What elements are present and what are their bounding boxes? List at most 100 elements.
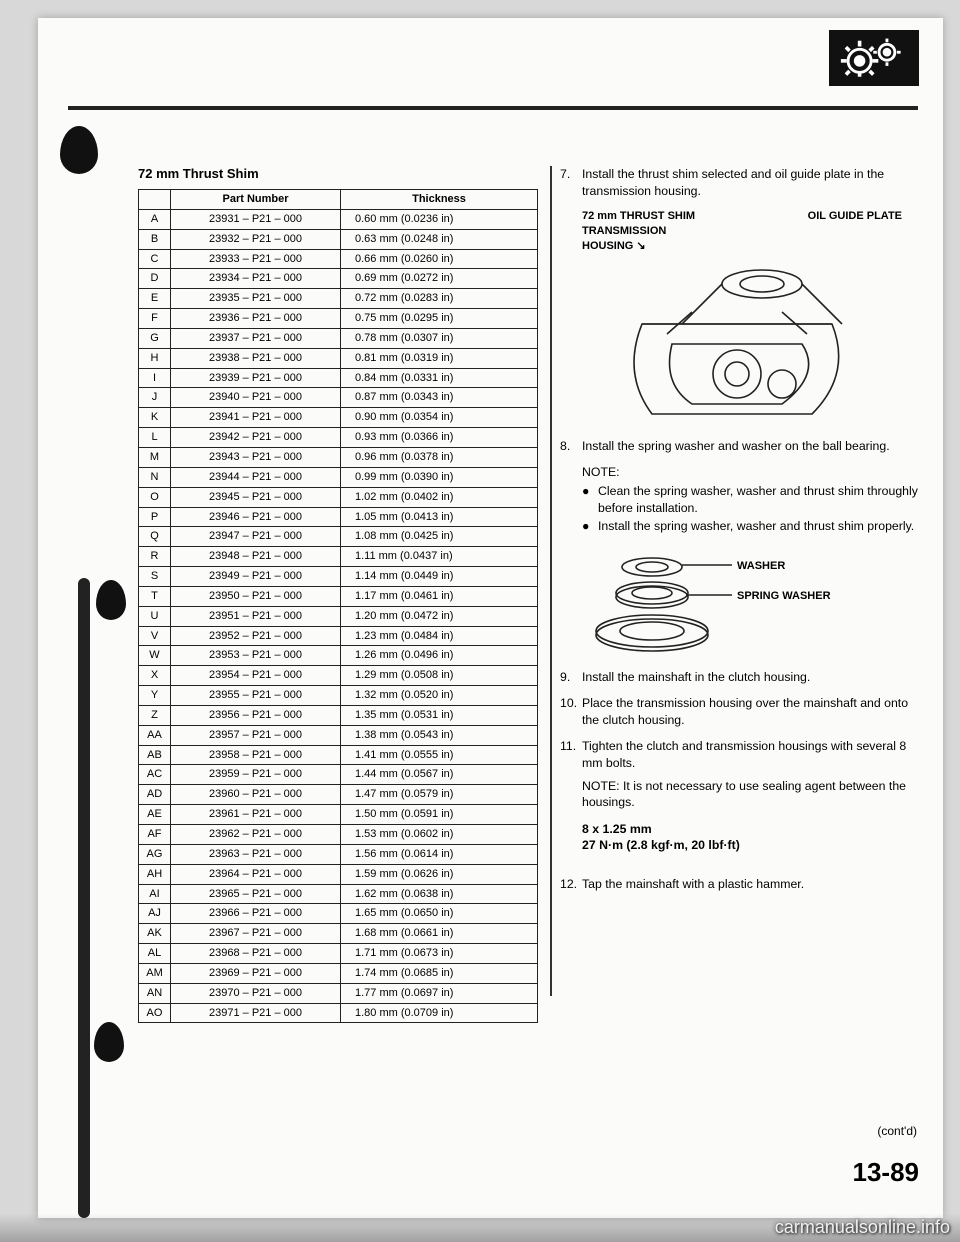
cell-code: X <box>139 666 171 686</box>
table-row: R23948 – P21 – 0001.11 mm (0.0437 in) <box>139 547 538 567</box>
table-row: AJ23966 – P21 – 0001.65 mm (0.0650 in) <box>139 904 538 924</box>
table-row: U23951 – P21 – 0001.20 mm (0.0472 in) <box>139 606 538 626</box>
step-12: 12. Tap the mainshaft with a plastic ham… <box>560 876 922 893</box>
step-text: Tap the mainshaft with a plastic hammer. <box>582 876 922 893</box>
cell-partnum: 23932 – P21 – 000 <box>171 229 341 249</box>
cell-partnum: 23948 – P21 – 000 <box>171 547 341 567</box>
cell-thickness: 0.81 mm (0.0319 in) <box>341 348 538 368</box>
cell-partnum: 23931 – P21 – 000 <box>171 209 341 229</box>
table-row: A23931 – P21 – 0000.60 mm (0.0236 in) <box>139 209 538 229</box>
step-text-span: Tighten the clutch and transmission hous… <box>582 739 906 770</box>
cell-partnum: 23957 – P21 – 000 <box>171 725 341 745</box>
table-row: AB23958 – P21 – 0001.41 mm (0.0555 in) <box>139 745 538 765</box>
step-text: Tighten the clutch and transmission hous… <box>582 738 922 866</box>
cell-partnum: 23939 – P21 – 000 <box>171 368 341 388</box>
table-row: G23937 – P21 – 0000.78 mm (0.0307 in) <box>139 328 538 348</box>
table-row: AG23963 – P21 – 0001.56 mm (0.0614 in) <box>139 844 538 864</box>
brand-logo <box>829 30 919 86</box>
cell-thickness: 1.74 mm (0.0685 in) <box>341 963 538 983</box>
gear-logo-icon <box>838 36 910 80</box>
table-row: T23950 – P21 – 0001.17 mm (0.0461 in) <box>139 586 538 606</box>
table-row: M23943 – P21 – 0000.96 mm (0.0378 in) <box>139 447 538 467</box>
cell-code: S <box>139 567 171 587</box>
ink-drop-icon <box>94 1022 124 1062</box>
cell-thickness: 0.63 mm (0.0248 in) <box>341 229 538 249</box>
table-row: AI23965 – P21 – 0001.62 mm (0.0638 in) <box>139 884 538 904</box>
cell-code: AB <box>139 745 171 765</box>
table-row: X23954 – P21 – 0001.29 mm (0.0508 in) <box>139 666 538 686</box>
figure-housing: 72 mm THRUST SHIM OIL GUIDE PLATE TRANSM… <box>582 209 922 424</box>
cell-code: Y <box>139 686 171 706</box>
table-row: C23933 – P21 – 0000.66 mm (0.0260 in) <box>139 249 538 269</box>
table-row: AE23961 – P21 – 0001.50 mm (0.0591 in) <box>139 805 538 825</box>
cell-code: F <box>139 309 171 329</box>
table-row: AD23960 – P21 – 0001.47 mm (0.0579 in) <box>139 785 538 805</box>
torque-line1: 8 x 1.25 mm <box>582 822 652 836</box>
table-row: J23940 – P21 – 0000.87 mm (0.0343 in) <box>139 388 538 408</box>
cell-thickness: 1.50 mm (0.0591 in) <box>341 805 538 825</box>
cell-thickness: 1.23 mm (0.0484 in) <box>341 626 538 646</box>
cell-code: AE <box>139 805 171 825</box>
cell-partnum: 23945 – P21 – 000 <box>171 487 341 507</box>
cell-partnum: 23935 – P21 – 000 <box>171 289 341 309</box>
table-row: W23953 – P21 – 0001.26 mm (0.0496 in) <box>139 646 538 666</box>
table-row: AM23969 – P21 – 0001.74 mm (0.0685 in) <box>139 963 538 983</box>
cell-partnum: 23960 – P21 – 000 <box>171 785 341 805</box>
cell-thickness: 0.84 mm (0.0331 in) <box>341 368 538 388</box>
table-row: AO23971 – P21 – 0001.80 mm (0.0709 in) <box>139 1003 538 1023</box>
table-row: L23942 – P21 – 0000.93 mm (0.0366 in) <box>139 428 538 448</box>
cell-thickness: 1.44 mm (0.0567 in) <box>341 765 538 785</box>
table-row: F23936 – P21 – 0000.75 mm (0.0295 in) <box>139 309 538 329</box>
cell-partnum: 23955 – P21 – 000 <box>171 686 341 706</box>
cell-code: AM <box>139 963 171 983</box>
cell-code: L <box>139 428 171 448</box>
table-row: B23932 – P21 – 0000.63 mm (0.0248 in) <box>139 229 538 249</box>
cell-code: AA <box>139 725 171 745</box>
note-inline: NOTE: It is not necessary to use sealing… <box>582 778 922 811</box>
cell-code: M <box>139 447 171 467</box>
cell-thickness: 0.75 mm (0.0295 in) <box>341 309 538 329</box>
cell-partnum: 23943 – P21 – 000 <box>171 447 341 467</box>
cell-thickness: 1.77 mm (0.0697 in) <box>341 983 538 1003</box>
col-partnum: Part Number <box>171 190 341 210</box>
label-transmission: TRANSMISSION <box>582 225 666 237</box>
left-column: 72 mm Thrust Shim Part Number Thickness … <box>138 166 538 1023</box>
label-oil-guide-plate: OIL GUIDE PLATE <box>808 209 902 224</box>
cell-code: AN <box>139 983 171 1003</box>
cell-code: AK <box>139 924 171 944</box>
note-bullets: ● Clean the spring washer, washer and th… <box>582 483 922 535</box>
cell-partnum: 23961 – P21 – 000 <box>171 805 341 825</box>
cell-code: AD <box>139 785 171 805</box>
cell-thickness: 1.56 mm (0.0614 in) <box>341 844 538 864</box>
step-number: 8. <box>560 438 582 455</box>
table-row: I23939 – P21 – 0000.84 mm (0.0331 in) <box>139 368 538 388</box>
cell-partnum: 23950 – P21 – 000 <box>171 586 341 606</box>
cell-thickness: 1.68 mm (0.0661 in) <box>341 924 538 944</box>
step-text: Install the spring washer and washer on … <box>582 438 922 455</box>
washer-diagram-icon: WASHER SPRING WASHER <box>582 545 862 655</box>
cell-partnum: 23954 – P21 – 000 <box>171 666 341 686</box>
cell-partnum: 23941 – P21 – 000 <box>171 408 341 428</box>
cell-partnum: 23947 – P21 – 000 <box>171 527 341 547</box>
cell-partnum: 23966 – P21 – 000 <box>171 904 341 924</box>
cell-thickness: 0.66 mm (0.0260 in) <box>341 249 538 269</box>
cell-code: A <box>139 209 171 229</box>
cell-code: E <box>139 289 171 309</box>
table-row: P23946 – P21 – 0001.05 mm (0.0413 in) <box>139 507 538 527</box>
cell-code: H <box>139 348 171 368</box>
cell-code: N <box>139 467 171 487</box>
table-row: AL23968 – P21 – 0001.71 mm (0.0673 in) <box>139 944 538 964</box>
cell-thickness: 1.02 mm (0.0402 in) <box>341 487 538 507</box>
ink-drop-icon <box>60 126 98 174</box>
top-rule <box>68 106 918 110</box>
cell-thickness: 1.80 mm (0.0709 in) <box>341 1003 538 1023</box>
thrust-shim-table: Part Number Thickness A23931 – P21 – 000… <box>138 189 538 1023</box>
table-title: 72 mm Thrust Shim <box>138 166 538 181</box>
cell-thickness: 0.93 mm (0.0366 in) <box>341 428 538 448</box>
cell-thickness: 0.78 mm (0.0307 in) <box>341 328 538 348</box>
label-housing: HOUSING <box>582 240 633 252</box>
cell-partnum: 23959 – P21 – 000 <box>171 765 341 785</box>
cell-partnum: 23953 – P21 – 000 <box>171 646 341 666</box>
cell-partnum: 23938 – P21 – 000 <box>171 348 341 368</box>
table-row: Z23956 – P21 – 0001.35 mm (0.0531 in) <box>139 705 538 725</box>
